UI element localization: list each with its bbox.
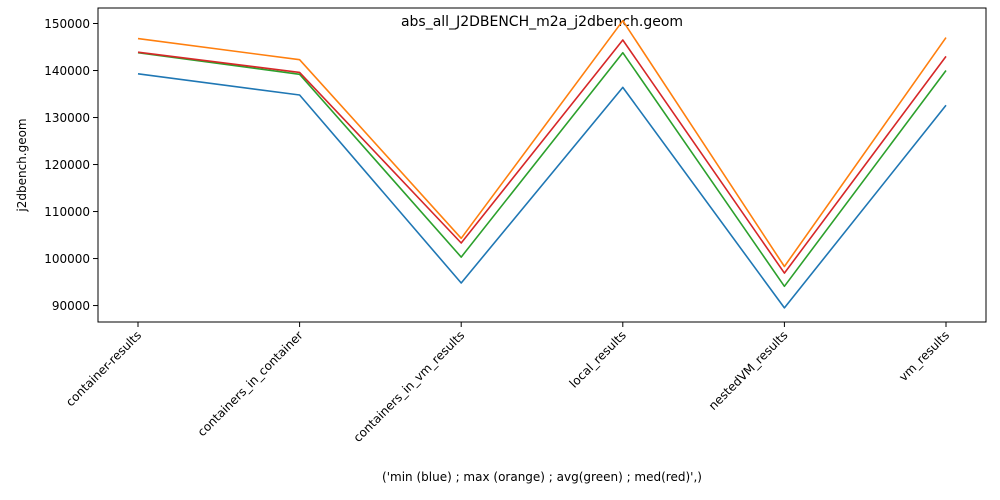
y-tick-label: 110000 (44, 205, 90, 219)
x-axis-label: ('min (blue) ; max (orange) ; avg(green)… (382, 470, 702, 484)
series-line-2 (137, 19, 947, 268)
y-tick-label: 120000 (44, 158, 90, 172)
y-axis: 90000 100000 110000 120000 130000 140000 15000… (44, 17, 98, 313)
series-line-1 (137, 73, 947, 309)
y-tick-label: 140000 (44, 64, 90, 78)
y-axis-label: j2dbench.geom (15, 118, 29, 212)
y-tick-label: 130000 (44, 111, 90, 125)
y-tick-label: 100000 (44, 252, 90, 266)
series-line-4 (137, 39, 947, 274)
y-tick-label: 150000 (44, 17, 90, 31)
series-line-3 (137, 51, 947, 288)
series-layer (137, 19, 947, 309)
y-tick-label: 90000 (52, 299, 90, 313)
chart-title: abs_all_J2DBENCH_m2a_j2dbench.geom (401, 14, 683, 30)
